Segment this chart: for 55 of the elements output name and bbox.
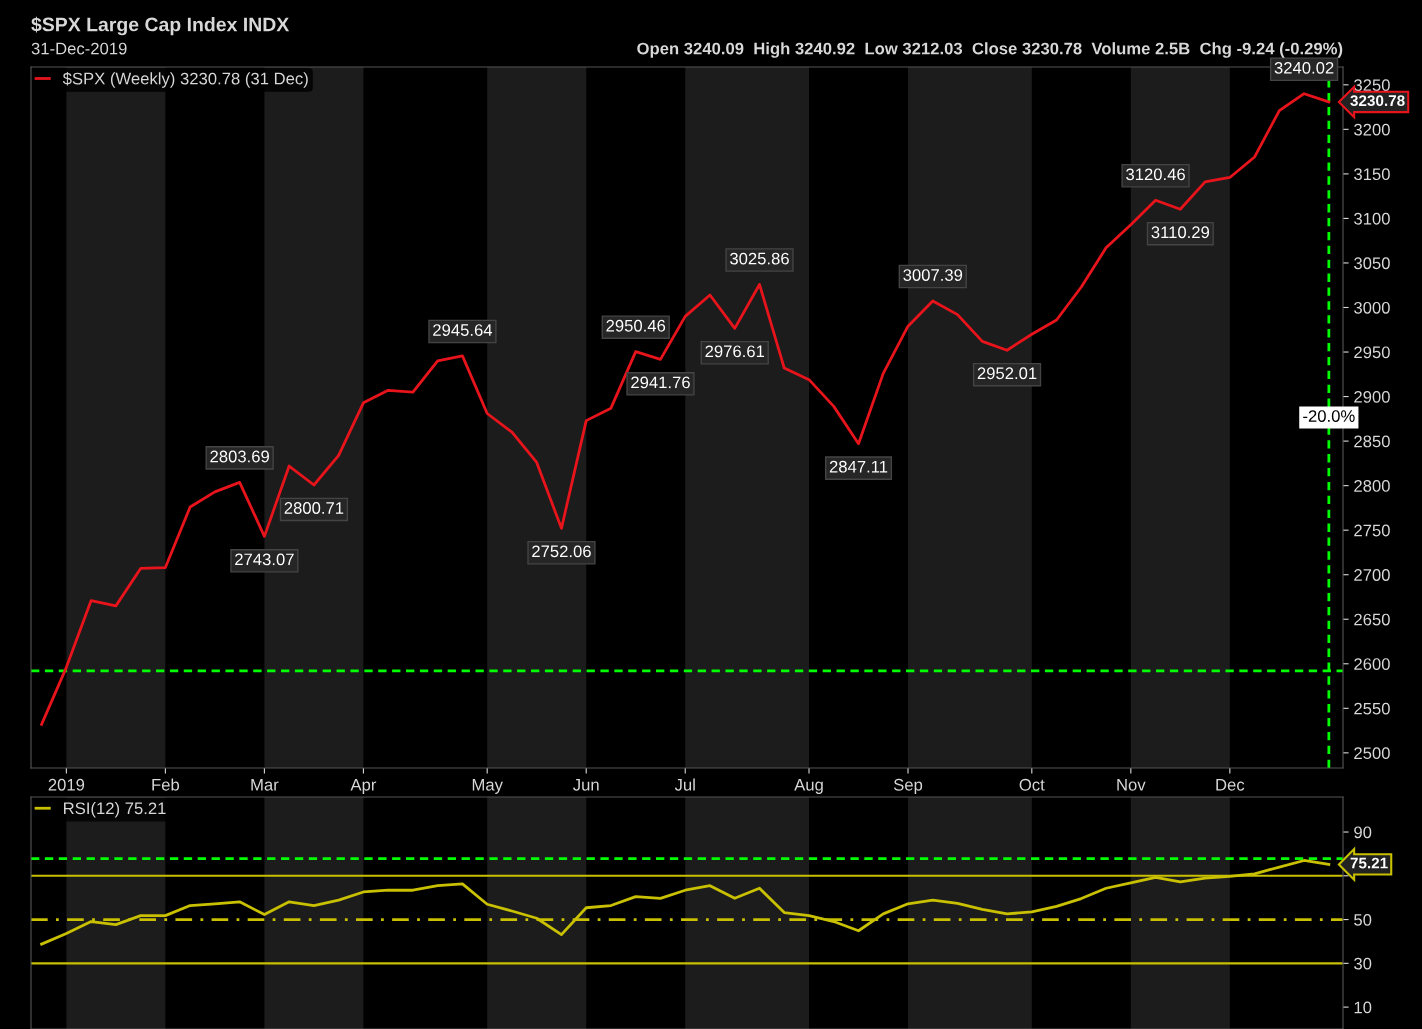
y-tick-label: 30 <box>1354 957 1372 970</box>
y-tick-label: 3000 <box>1354 301 1390 314</box>
annotation: 2800.71 <box>284 502 344 514</box>
annotation: 2952.01 <box>977 367 1037 380</box>
y-tick-label: 2750 <box>1354 524 1390 537</box>
x-tick-label: 2019 <box>48 778 85 791</box>
x-tick-label: Dec <box>1216 779 1245 791</box>
annotation: 3230.78 <box>1350 95 1405 107</box>
annotation: 2941.76 <box>631 376 690 389</box>
x-tick-label: May <box>472 779 503 794</box>
y-tick-label: 2600 <box>1354 658 1390 670</box>
legend-label: $SPX (Weekly) 3230.78 (31 Dec) <box>62 72 308 88</box>
chart-subtitle: 31-Dec-2019 <box>31 42 127 55</box>
annotation: 3240.02 <box>1274 61 1334 74</box>
annotation: 2976.61 <box>705 345 765 358</box>
y-tick-label: 2850 <box>1354 435 1390 448</box>
x-tick-label: Jun <box>573 779 599 791</box>
text: Open 3240.09 High 3240.92 Low 3212.03 Close 3230.78 Volume 2.5B Chg -9.24 (-0.29%) <box>637 42 1343 58</box>
x-tick-label: Apr <box>350 779 377 794</box>
y-tick-label: 90 <box>1354 826 1372 839</box>
y-tick-label: 2700 <box>1354 569 1390 581</box>
y-tick-label: 2650 <box>1354 613 1390 626</box>
y-tick-label: 2500 <box>1354 747 1390 760</box>
y-tick-label: 50 <box>1354 913 1372 926</box>
x-tick-label: Jul <box>674 778 695 791</box>
annotation: 2743.07 <box>235 553 294 566</box>
annotation: 3110.29 <box>1151 226 1210 239</box>
y-tick-label: 2800 <box>1354 480 1390 492</box>
annotation: 75.21 <box>1350 857 1388 869</box>
y-tick-label: 3250 <box>1354 79 1390 92</box>
x-tick-label: Aug <box>794 779 823 794</box>
x-tick-label: Sep <box>893 778 923 794</box>
x-tick-label: Nov <box>1117 779 1146 791</box>
y-tick-label: 3100 <box>1354 212 1390 225</box>
y-tick-label: 10 <box>1354 1001 1372 1014</box>
y-tick-label: 2900 <box>1354 390 1390 403</box>
annotation: 3025.86 <box>730 252 789 265</box>
annotation: 2945.64 <box>433 324 493 336</box>
y-tick-label: 2550 <box>1354 702 1390 715</box>
annotation: 2803.69 <box>210 450 269 463</box>
annotation: 3007.39 <box>903 269 963 281</box>
x-tick-label: Mar <box>251 779 279 791</box>
y-tick-label: 3200 <box>1354 123 1390 136</box>
x-tick-label: Oct <box>1019 778 1045 791</box>
y-tick-label: 2950 <box>1354 346 1390 359</box>
legend-label: RSI(12) 75.21 <box>64 802 166 818</box>
x-tick-label: Feb <box>152 778 180 791</box>
ref-line-label: -20.0% <box>1303 410 1355 422</box>
annotation: 3120.46 <box>1126 168 1185 181</box>
y-tick-label: 3150 <box>1354 168 1390 181</box>
y-tick-label: 3050 <box>1354 257 1390 270</box>
chart-title: $SPX Large Cap Index INDX <box>31 16 290 36</box>
annotation: 2950.46 <box>606 319 666 332</box>
annotation: 2752.06 <box>532 545 591 558</box>
annotation: 2847.11 <box>829 460 888 473</box>
